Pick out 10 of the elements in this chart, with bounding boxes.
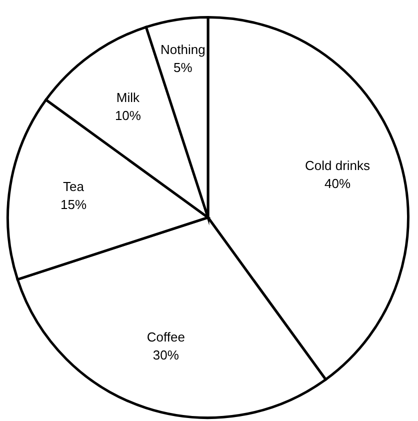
slice-label: Tea bbox=[63, 178, 85, 194]
slice-label: Nothing bbox=[160, 42, 206, 57]
data-label: 5% bbox=[174, 60, 193, 75]
slice-label: Milk bbox=[116, 90, 140, 105]
data-label: 10% bbox=[114, 108, 142, 123]
data-label: 40% bbox=[324, 176, 351, 191]
data-label: 30% bbox=[152, 348, 180, 363]
data-label: 15% bbox=[60, 196, 87, 212]
slice-label: Cold drinks bbox=[304, 158, 371, 173]
slice-label: Coffee bbox=[146, 330, 185, 345]
